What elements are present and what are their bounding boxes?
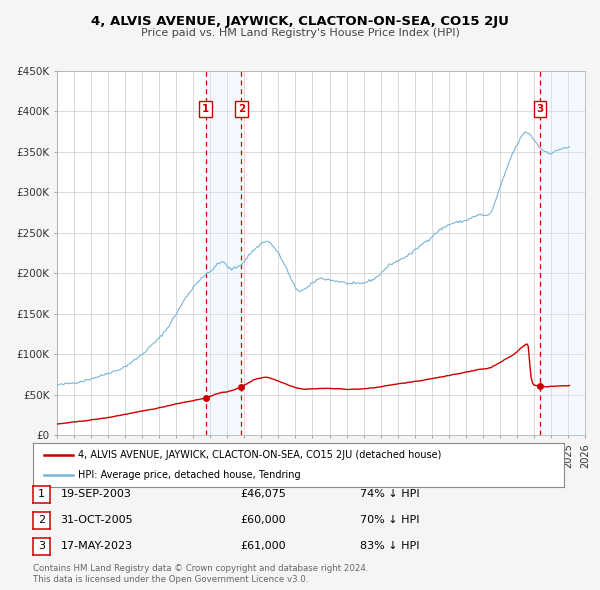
- Text: 3: 3: [536, 104, 544, 114]
- Bar: [206, 71, 241, 435]
- Text: 70% ↓ HPI: 70% ↓ HPI: [360, 516, 419, 525]
- Text: HPI: Average price, detached house, Tendring: HPI: Average price, detached house, Tend…: [78, 470, 301, 480]
- Text: £61,000: £61,000: [240, 542, 286, 551]
- Text: This data is licensed under the Open Government Licence v3.0.: This data is licensed under the Open Gov…: [33, 575, 308, 584]
- Text: Contains HM Land Registry data © Crown copyright and database right 2024.: Contains HM Land Registry data © Crown c…: [33, 565, 368, 573]
- Text: 3: 3: [38, 542, 45, 551]
- Text: 1: 1: [38, 490, 45, 499]
- Text: £46,075: £46,075: [240, 490, 286, 499]
- Text: 83% ↓ HPI: 83% ↓ HPI: [360, 542, 419, 551]
- Text: 4, ALVIS AVENUE, JAYWICK, CLACTON-ON-SEA, CO15 2JU (detached house): 4, ALVIS AVENUE, JAYWICK, CLACTON-ON-SEA…: [78, 450, 442, 460]
- Text: 2: 2: [38, 516, 45, 525]
- Text: 74% ↓ HPI: 74% ↓ HPI: [360, 490, 419, 499]
- Bar: [540, 71, 585, 435]
- Text: Price paid vs. HM Land Registry's House Price Index (HPI): Price paid vs. HM Land Registry's House …: [140, 28, 460, 38]
- Text: 31-OCT-2005: 31-OCT-2005: [61, 516, 133, 525]
- Text: 17-MAY-2023: 17-MAY-2023: [61, 542, 133, 551]
- Text: £60,000: £60,000: [240, 516, 286, 525]
- Text: 19-SEP-2003: 19-SEP-2003: [61, 490, 131, 499]
- Text: 2: 2: [238, 104, 245, 114]
- Text: 4, ALVIS AVENUE, JAYWICK, CLACTON-ON-SEA, CO15 2JU: 4, ALVIS AVENUE, JAYWICK, CLACTON-ON-SEA…: [91, 15, 509, 28]
- Text: 1: 1: [202, 104, 209, 114]
